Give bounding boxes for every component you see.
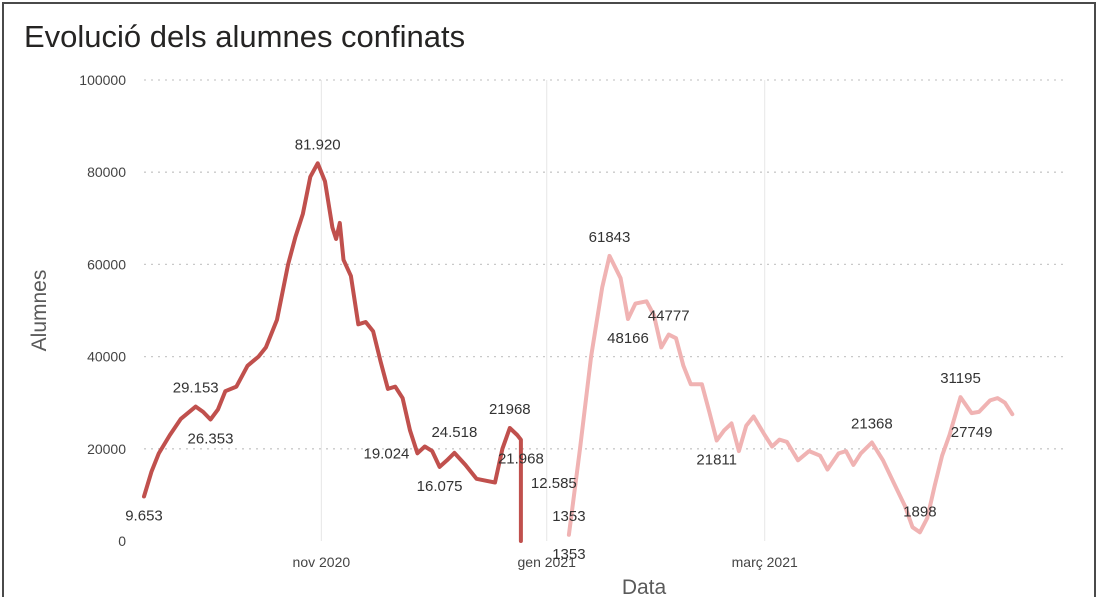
data-label: 1353 bbox=[552, 546, 585, 563]
data-label: 12.585 bbox=[531, 475, 577, 492]
series-lines bbox=[142, 161, 1015, 543]
data-label: 26.353 bbox=[188, 431, 234, 448]
data-label: 48166 bbox=[607, 330, 649, 347]
data-label: 81.920 bbox=[295, 136, 341, 153]
data-label: 1898 bbox=[903, 503, 936, 520]
series-line-1 bbox=[142, 161, 523, 543]
line-chart: Evolució dels alumnes confinats 0 20000 40… bbox=[24, 19, 1064, 599]
chart-title: Evolució dels alumnes confinats bbox=[24, 19, 465, 54]
data-label: 44777 bbox=[648, 308, 690, 325]
y-tick-label: 40000 bbox=[87, 349, 126, 365]
x-axis-title: Data bbox=[622, 576, 667, 599]
x-tick-label: gen 2021 bbox=[518, 554, 577, 570]
series-line-2 bbox=[566, 253, 1015, 537]
y-tick-label: 60000 bbox=[87, 256, 126, 272]
data-label: 21968 bbox=[489, 401, 531, 418]
x-tick-label: nov 2020 bbox=[293, 554, 351, 570]
x-axis-ticks: nov 2020 gen 2021 març 2021 bbox=[293, 554, 798, 570]
data-label: 19.024 bbox=[364, 445, 410, 462]
data-label: 21811 bbox=[696, 452, 737, 469]
y-tick-label: 80000 bbox=[87, 164, 126, 180]
data-label: 16.075 bbox=[417, 478, 463, 495]
grid-lines bbox=[144, 79, 1064, 541]
data-label: 29.153 bbox=[173, 380, 219, 397]
data-label: 21368 bbox=[851, 416, 893, 433]
data-label: 24.518 bbox=[431, 424, 477, 441]
data-label: 21.968 bbox=[498, 451, 544, 468]
data-label: 27749 bbox=[951, 424, 993, 441]
y-tick-label: 20000 bbox=[87, 441, 126, 457]
data-labels: 9.653 29.153 26.353 81.920 19.024 16.075 24.51… bbox=[125, 136, 993, 563]
y-tick-label: 0 bbox=[118, 533, 126, 549]
x-tick-label: març 2021 bbox=[732, 554, 798, 570]
data-label: 1353 bbox=[552, 508, 585, 525]
data-label: 9.653 bbox=[125, 508, 163, 525]
y-tick-label: 100000 bbox=[79, 72, 126, 88]
y-axis-title: Alumnes bbox=[28, 270, 51, 352]
data-label: 61843 bbox=[589, 229, 631, 246]
data-label: 31195 bbox=[940, 370, 981, 387]
y-axis-ticks: 0 20000 40000 60000 80000 100000 bbox=[79, 72, 126, 549]
